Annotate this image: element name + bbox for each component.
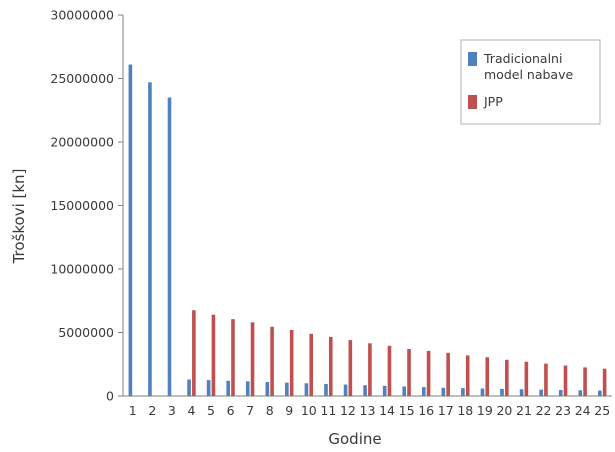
bar-jpp: [465, 355, 470, 396]
bar-tradicionalni: [206, 380, 211, 396]
bar-tradicionalni: [500, 388, 504, 396]
bars: [128, 64, 607, 397]
bar-jpp: [407, 349, 411, 396]
x-tick-label: 11: [320, 403, 336, 418]
y-axis: 0 5000000 10000000 15000000 20000000 25000000…: [50, 8, 124, 404]
bar-tradicionalni: [265, 382, 270, 396]
x-tick-label: 4: [187, 403, 195, 418]
x-axis-title: Godine: [328, 430, 381, 448]
y-tick-label: 30000000: [50, 8, 114, 23]
x-tick-label: 22: [536, 403, 552, 418]
x-tick-label: 12: [340, 403, 356, 418]
bar-jpp: [524, 361, 529, 396]
legend-swatch-tradicionalni: [468, 52, 477, 66]
bar-tradicionalni: [128, 64, 133, 396]
legend-label-tradicionalni: Tradicionalni: [483, 51, 562, 66]
legend-label-tradicionalni: model nabave: [484, 67, 573, 82]
bar-tradicionalni: [382, 385, 387, 396]
bar-jpp: [426, 350, 431, 396]
bar-jpp: [544, 363, 548, 396]
legend-label-jpp: JPP: [483, 94, 503, 109]
bar-jpp: [485, 357, 490, 396]
bar-tradicionalni: [558, 390, 563, 396]
x-tick-label: 24: [575, 403, 591, 418]
bar-jpp: [328, 336, 333, 396]
x-axis: 1 2 3 4 5 6 7 8 9 10 11 12 13 14 15 16 17 18 19 20 21 22 23 24 2…: [123, 395, 612, 418]
x-tick-label: 20: [496, 403, 512, 418]
bar-tradicionalni: [324, 383, 328, 396]
x-tick-label: 2: [148, 403, 156, 418]
x-tick-label: 6: [227, 403, 235, 418]
x-tick-label: 21: [516, 403, 532, 418]
y-tick-label: 20000000: [50, 135, 114, 150]
bar-jpp: [231, 319, 235, 396]
x-tick-label: 5: [207, 403, 215, 418]
bar-tradicionalni: [304, 383, 309, 396]
y-tick-label: 0: [106, 389, 114, 404]
bar-jpp: [583, 367, 587, 396]
y-tick-label: 15000000: [50, 198, 114, 213]
x-tick-label: 7: [246, 403, 254, 418]
x-tick-label: 19: [477, 403, 493, 418]
bar-jpp: [250, 322, 255, 396]
bar-tradicionalni: [226, 380, 230, 396]
bar-jpp: [309, 333, 314, 396]
bar-tradicionalni: [245, 381, 250, 396]
bar-tradicionalni: [519, 389, 524, 396]
x-tick-label: 15: [399, 403, 415, 418]
bar-tradicionalni: [421, 387, 426, 396]
bar-tradicionalni: [285, 382, 289, 396]
x-tick-label: 8: [266, 403, 274, 418]
legend-box: [460, 39, 601, 125]
x-tick-label: 23: [555, 403, 571, 418]
x-tick-label: 10: [301, 403, 317, 418]
x-tick-label: 9: [285, 403, 293, 418]
bar-jpp: [446, 352, 450, 396]
bar-jpp: [192, 310, 196, 396]
x-tick-label: 16: [418, 403, 434, 418]
y-tick-label: 10000000: [50, 262, 114, 277]
x-tick-label: 13: [360, 403, 376, 418]
y-tick-label: 25000000: [50, 71, 114, 86]
bar-tradicionalni: [187, 379, 191, 396]
bar-tradicionalni: [148, 82, 152, 396]
x-tick-label: 3: [168, 403, 176, 418]
bar-jpp: [348, 340, 353, 396]
bar-tradicionalni: [461, 388, 465, 396]
bar-jpp: [270, 326, 274, 396]
bar-tradicionalni: [598, 390, 602, 396]
y-tick-label: 5000000: [58, 325, 114, 340]
x-tick-label: 18: [457, 403, 473, 418]
bar-jpp: [505, 359, 509, 396]
x-tick-label: 17: [438, 403, 454, 418]
x-tick-label: 25: [594, 403, 610, 418]
bar-tradicionalni: [480, 388, 485, 396]
bar-tradicionalni: [539, 389, 543, 396]
legend-swatch-jpp: [468, 95, 477, 109]
bar-jpp: [602, 368, 607, 396]
bar-jpp: [289, 329, 294, 396]
bar-tradicionalni: [578, 390, 583, 396]
x-tick-label: 1: [129, 403, 137, 418]
bar-tradicionalni: [441, 387, 446, 396]
bar-jpp: [563, 365, 568, 396]
bar-jpp: [211, 314, 216, 396]
bar-tradicionalni: [363, 385, 367, 396]
bar-tradicionalni: [402, 386, 407, 396]
bar-tradicionalni: [343, 384, 348, 396]
bar-jpp: [368, 343, 372, 396]
bar-tradicionalni: [167, 97, 172, 397]
bar-jpp: [387, 345, 392, 396]
x-tick-label: 14: [379, 403, 395, 418]
y-axis-title: Troškovi [kn]: [10, 169, 28, 265]
